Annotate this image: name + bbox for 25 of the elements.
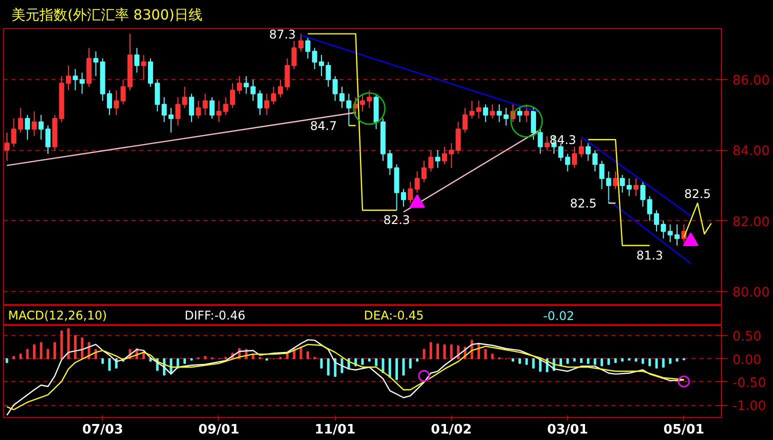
text: DEA:-0.45: [364, 308, 424, 322]
chart-title: 美元指数(外汇汇率 8300)日线: [12, 8, 203, 24]
x-tick-label: 09/01: [198, 422, 240, 438]
data-label: 82.5: [570, 196, 597, 211]
y-tick-label: -0.50: [732, 376, 766, 391]
data-label: 82.3: [383, 213, 410, 228]
y-tick-label: 84.00: [732, 144, 770, 160]
x-tick-label: 05/01: [663, 422, 704, 438]
text: DIFF:-0.46: [184, 308, 246, 322]
data-label: 84.7: [310, 119, 337, 134]
chart-title: MACD(12,26,10): [8, 308, 107, 322]
text: -0.02: [543, 309, 574, 323]
data-label: 82.5: [684, 187, 711, 202]
y-tick-label: 86.00: [732, 74, 770, 89]
x-tick-label: 01/02: [430, 422, 472, 438]
data-label: 81.3: [636, 248, 664, 263]
y-tick-label: 0.50: [732, 330, 762, 345]
x-tick-label: 07/03: [82, 422, 124, 438]
data-label: 87.3: [269, 27, 296, 42]
y-tick-label: 80.00: [732, 285, 770, 300]
x-tick-label: 11/01: [314, 422, 356, 438]
y-tick-label: -1.00: [732, 399, 766, 414]
x-tick-label: 03/01: [547, 422, 588, 438]
y-tick-label: 82.00: [732, 214, 770, 230]
y-tick-label: 0.00: [732, 352, 762, 368]
